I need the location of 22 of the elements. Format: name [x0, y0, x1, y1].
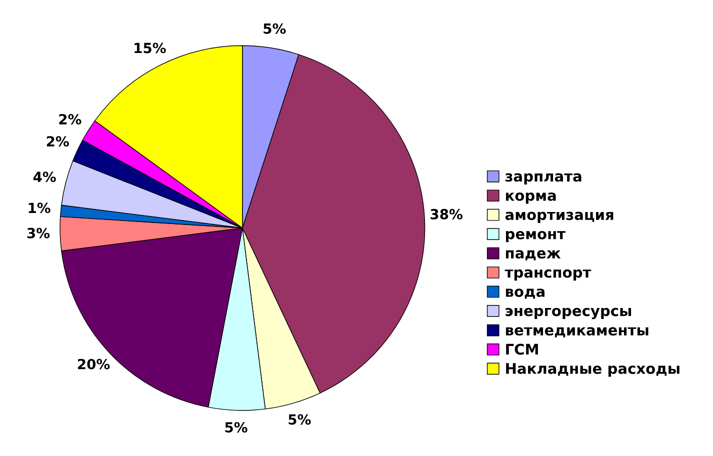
data-label: 15%	[134, 42, 166, 54]
data-label: 20%	[78, 358, 110, 370]
legend-label: корма	[506, 192, 556, 204]
data-label: 2%	[46, 136, 69, 147]
data-label: 5%	[225, 422, 248, 433]
legend-label: вода	[506, 288, 544, 299]
legend-label: Накладные расходы	[506, 363, 680, 377]
data-label: 2%	[59, 114, 82, 125]
data-label: 5%	[264, 23, 286, 34]
data-label: 1%	[28, 202, 50, 214]
legend-label: амортизация	[505, 212, 614, 223]
legend-label: ремонт	[506, 230, 566, 242]
legend-label: транспорт	[504, 269, 592, 281]
legend-label: ветмедикаменты	[506, 327, 648, 338]
data-label: 38%	[430, 208, 462, 220]
legend-label: зарплата	[505, 173, 582, 185]
legend-label: энергоресурсы	[506, 308, 632, 320]
data-label: 4%	[33, 172, 56, 182]
legend-label: ГСМ	[506, 344, 538, 355]
legend-label: падеж	[506, 250, 561, 260]
data-label: 3%	[27, 228, 50, 238]
data-label: 5%	[288, 414, 311, 425]
